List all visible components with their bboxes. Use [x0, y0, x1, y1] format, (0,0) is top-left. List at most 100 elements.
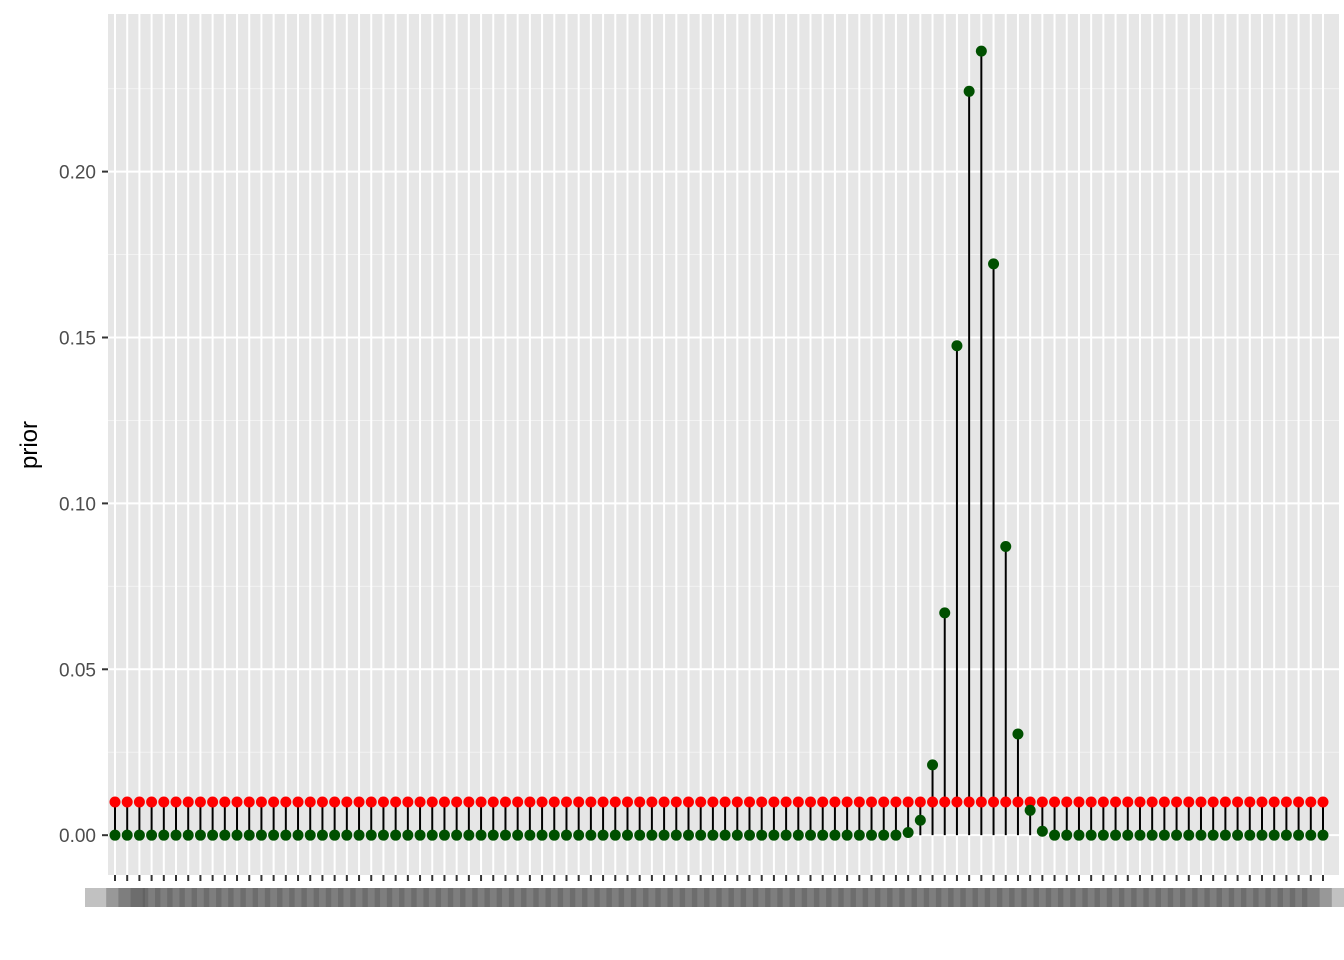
x-tick-label — [228, 888, 271, 907]
red-point — [426, 796, 438, 808]
x-tick-label — [118, 888, 161, 907]
red-point — [1305, 796, 1317, 808]
red-point — [829, 796, 841, 808]
green-point — [194, 829, 206, 841]
x-tick-label — [887, 888, 930, 907]
green-point — [280, 829, 292, 841]
green-point — [719, 829, 731, 841]
green-point — [1110, 829, 1122, 841]
red-point — [1073, 796, 1085, 808]
green-point — [536, 829, 548, 841]
red-point — [621, 796, 633, 808]
green-point — [219, 829, 231, 841]
red-point — [1146, 796, 1158, 808]
green-point — [560, 829, 572, 841]
green-point — [756, 829, 768, 841]
x-tick-label — [179, 888, 222, 907]
x-tick-label — [704, 888, 747, 907]
x-tick-label — [1216, 888, 1259, 907]
x-tick-label — [1033, 888, 1076, 907]
red-point — [170, 796, 182, 808]
red-point — [682, 796, 694, 808]
x-tick-label — [1082, 888, 1125, 907]
green-point — [817, 829, 829, 841]
x-tick-label — [557, 888, 600, 907]
x-tick-label — [1253, 888, 1296, 907]
green-point — [1305, 829, 1317, 841]
green-point — [1158, 829, 1170, 841]
red-point — [512, 796, 524, 808]
green-point — [414, 829, 426, 841]
red-point — [377, 796, 389, 808]
red-point — [646, 796, 658, 808]
x-tick-label — [374, 888, 417, 907]
green-point — [255, 829, 267, 841]
green-point — [512, 829, 524, 841]
red-point — [1110, 796, 1122, 808]
green-point — [1195, 829, 1207, 841]
x-tick-label — [948, 888, 991, 907]
green-point — [914, 814, 926, 826]
x-tick-label — [1265, 888, 1308, 907]
red-point — [402, 796, 414, 808]
red-point — [1268, 796, 1280, 808]
red-point — [1000, 796, 1012, 808]
green-point — [329, 829, 341, 841]
x-tick-label — [472, 888, 515, 907]
red-point — [1171, 796, 1183, 808]
x-tick-label — [740, 888, 783, 907]
red-point — [853, 796, 865, 808]
x-tick-label — [801, 888, 844, 907]
x-tick-label — [899, 888, 942, 907]
red-point — [817, 796, 829, 808]
green-point — [829, 829, 841, 841]
x-tick-label — [606, 888, 649, 907]
x-tick-label — [777, 888, 820, 907]
red-point — [1085, 796, 1097, 808]
red-point — [1207, 796, 1219, 808]
y-axis-title: prior — [16, 421, 43, 469]
x-tick-label — [850, 888, 893, 907]
green-point — [402, 829, 414, 841]
red-point — [524, 796, 536, 808]
red-point — [902, 796, 914, 808]
x-tick-label — [569, 888, 612, 907]
x-tick-label — [508, 888, 551, 907]
x-tick-label — [594, 888, 637, 907]
red-point — [487, 796, 499, 808]
x-tick-label — [289, 888, 332, 907]
red-point — [1317, 796, 1329, 808]
x-tick-label — [1228, 888, 1271, 907]
red-point — [963, 796, 975, 808]
x-tick-label — [203, 888, 246, 907]
x-tick-label — [1192, 888, 1235, 907]
red-point — [268, 796, 280, 808]
x-tick-label — [350, 888, 393, 907]
red-point — [1232, 796, 1244, 808]
x-tick-label — [765, 888, 808, 907]
green-point — [1256, 829, 1268, 841]
red-point — [365, 796, 377, 808]
x-tick-label — [264, 888, 307, 907]
red-point — [585, 796, 597, 808]
x-tick-label — [1094, 888, 1137, 907]
x-tick-label — [618, 888, 661, 907]
red-point — [499, 796, 511, 808]
green-point — [426, 829, 438, 841]
green-point — [939, 607, 951, 619]
green-point — [634, 829, 646, 841]
red-point — [560, 796, 572, 808]
green-point — [1317, 829, 1329, 841]
red-point — [1219, 796, 1231, 808]
green-point — [231, 829, 243, 841]
red-point — [1061, 796, 1073, 808]
red-point — [927, 796, 939, 808]
red-point — [719, 796, 731, 808]
red-point — [890, 796, 902, 808]
minor-gridlines — [108, 88, 1339, 753]
green-point — [1000, 541, 1012, 553]
red-point — [451, 796, 463, 808]
x-tick-label — [1167, 888, 1210, 907]
red-point — [475, 796, 487, 808]
green-point — [377, 829, 389, 841]
